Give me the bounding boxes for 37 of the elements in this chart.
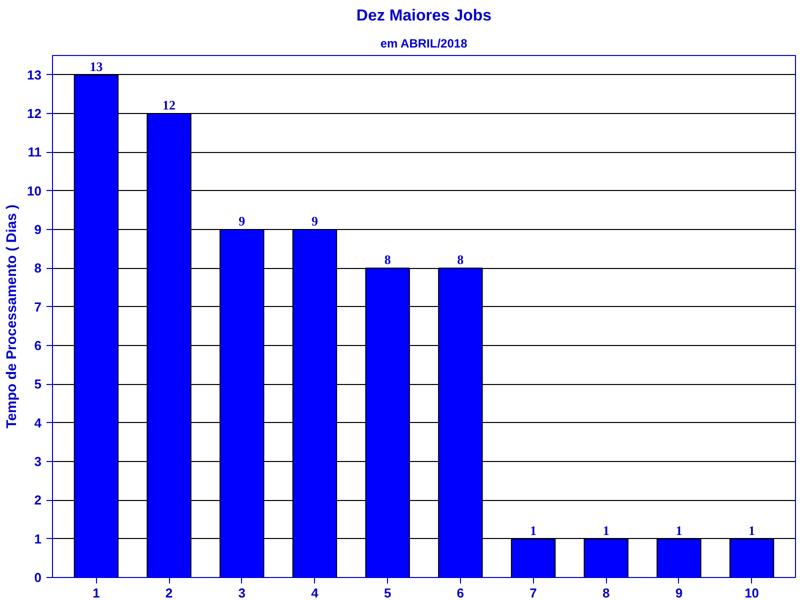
y-tick-label: 2 [34,492,42,508]
data-label: 1 [530,522,537,538]
x-tick-label: 7 [530,586,537,600]
y-tick-label: 0 [34,570,42,585]
x-tick-label: 10 [744,586,760,600]
data-label: 8 [384,252,392,268]
data-label: 9 [311,214,318,228]
data-label: 8 [457,252,464,268]
data-label: 9 [238,214,246,228]
x-tick-label: 9 [675,586,683,600]
y-tick-label: 11 [28,144,42,160]
y-tick-label: 13 [27,67,42,82]
x-tick-label: 4 [311,586,320,600]
data-label: 13 [90,58,104,74]
y-tick-label: 10 [27,183,42,198]
data-label: 12 [162,98,176,112]
x-tick-label: 3 [238,586,246,600]
y-tick-label: 6 [34,338,42,353]
y-tick-label: 5 [34,376,42,392]
x-tick-label: 2 [165,586,173,600]
data-label: 1 [602,522,610,538]
y-tick-label: 7 [34,299,42,314]
x-tick-label: 5 [384,586,392,600]
y-tick-label: 4 [34,415,42,430]
y-tick-label: 12 [27,106,42,121]
y-tick-label: 1 [34,531,42,546]
x-tick-label: 6 [456,586,464,600]
chart-subtitle: em ABRIL/2018 [380,36,468,50]
y-tick-label: 8 [34,260,42,276]
y-tick-label: 3 [34,454,42,469]
y-tick-label: 9 [34,222,42,237]
y-axis-title: Tempo de Processamento ( Dias ) [3,204,20,428]
data-label: 1 [676,522,682,538]
chart-title: Dez Maiores Jobs [356,8,492,24]
x-tick-label: 1 [92,586,100,600]
x-tick-label: 8 [602,586,610,600]
data-label: 1 [748,522,756,538]
